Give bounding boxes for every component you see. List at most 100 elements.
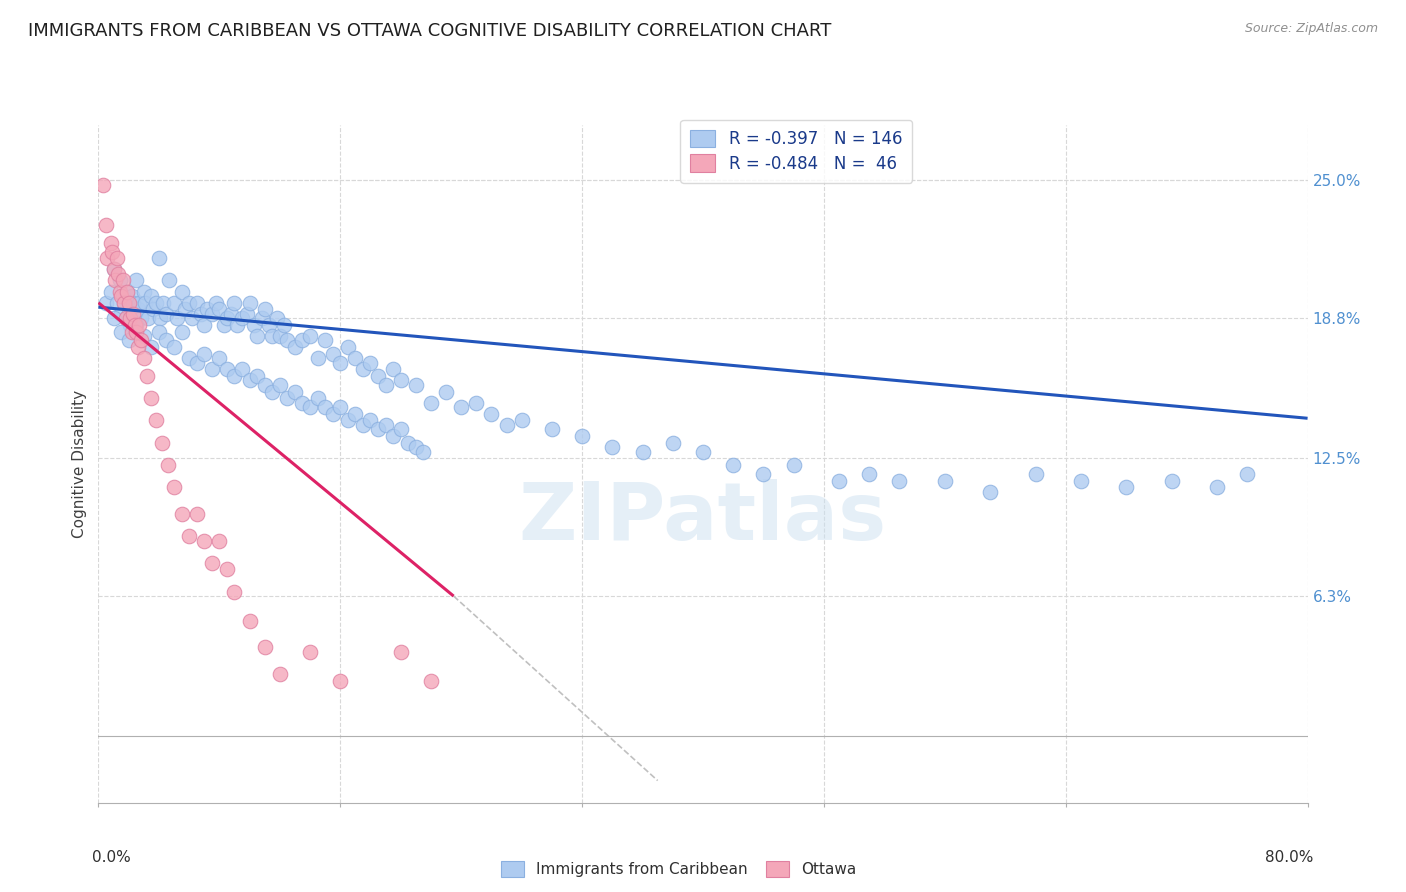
Point bbox=[367, 369, 389, 384]
Point bbox=[284, 384, 307, 399]
Point bbox=[495, 417, 517, 432]
Point bbox=[208, 533, 231, 548]
Point bbox=[246, 329, 269, 343]
Point bbox=[108, 273, 131, 287]
Point bbox=[269, 378, 291, 392]
Point bbox=[367, 422, 389, 436]
Point bbox=[262, 384, 284, 399]
Point bbox=[257, 318, 280, 332]
Point bbox=[231, 311, 253, 326]
Point bbox=[246, 369, 269, 384]
Point bbox=[135, 369, 157, 384]
Point bbox=[163, 480, 186, 494]
Point bbox=[239, 614, 262, 628]
Point bbox=[269, 329, 291, 343]
Point bbox=[129, 334, 152, 348]
Point bbox=[110, 289, 132, 303]
Point bbox=[224, 584, 246, 599]
Point bbox=[221, 307, 243, 321]
Point bbox=[329, 673, 352, 688]
Point bbox=[152, 295, 174, 310]
Point bbox=[382, 362, 405, 376]
Point bbox=[105, 252, 128, 266]
Point bbox=[122, 295, 145, 310]
Point bbox=[934, 474, 956, 488]
Point bbox=[329, 356, 352, 370]
Point bbox=[186, 356, 208, 370]
Point bbox=[307, 351, 329, 366]
Point bbox=[465, 395, 488, 409]
Point bbox=[329, 400, 352, 414]
Point bbox=[149, 311, 172, 326]
Point bbox=[179, 529, 201, 543]
Point bbox=[179, 295, 201, 310]
Point bbox=[142, 302, 165, 317]
Point bbox=[125, 273, 148, 287]
Point bbox=[201, 307, 224, 321]
Point bbox=[360, 413, 382, 427]
Text: IMMIGRANTS FROM CARIBBEAN VS OTTAWA COGNITIVE DISABILITY CORRELATION CHART: IMMIGRANTS FROM CARIBBEAN VS OTTAWA COGN… bbox=[28, 22, 831, 40]
Point bbox=[273, 318, 295, 332]
Point bbox=[1236, 467, 1258, 481]
Point bbox=[481, 407, 503, 421]
Point bbox=[889, 474, 911, 488]
Point bbox=[299, 645, 322, 659]
Point bbox=[111, 273, 134, 287]
Point bbox=[1160, 474, 1182, 488]
Point bbox=[134, 295, 156, 310]
Point bbox=[322, 347, 344, 361]
Point bbox=[979, 484, 1001, 499]
Point bbox=[155, 307, 177, 321]
Point bbox=[127, 340, 149, 354]
Point bbox=[360, 356, 382, 370]
Point bbox=[118, 302, 141, 317]
Point bbox=[110, 325, 132, 339]
Point bbox=[201, 362, 224, 376]
Point bbox=[150, 435, 173, 450]
Point bbox=[396, 435, 419, 450]
Point bbox=[195, 302, 218, 317]
Point bbox=[344, 351, 367, 366]
Point bbox=[284, 340, 307, 354]
Point bbox=[104, 273, 127, 287]
Point bbox=[179, 351, 201, 366]
Point bbox=[1070, 474, 1092, 488]
Point bbox=[148, 325, 170, 339]
Point bbox=[412, 444, 434, 458]
Point bbox=[112, 295, 135, 310]
Point bbox=[224, 369, 246, 384]
Point bbox=[141, 289, 163, 303]
Point bbox=[120, 318, 142, 332]
Point bbox=[692, 444, 714, 458]
Text: 0.0%: 0.0% bbox=[93, 850, 131, 865]
Point bbox=[1206, 480, 1229, 494]
Point bbox=[112, 295, 135, 310]
Point bbox=[141, 391, 163, 405]
Point bbox=[510, 413, 533, 427]
Point bbox=[374, 417, 396, 432]
Point bbox=[631, 444, 654, 458]
Point bbox=[166, 311, 188, 326]
Point bbox=[344, 407, 367, 421]
Point bbox=[136, 311, 159, 326]
Point bbox=[1115, 480, 1137, 494]
Point bbox=[276, 391, 298, 405]
Point bbox=[662, 435, 685, 450]
Legend: Immigrants from Caribbean, Ottawa: Immigrants from Caribbean, Ottawa bbox=[495, 855, 863, 883]
Point bbox=[571, 429, 593, 443]
Point bbox=[128, 295, 150, 310]
Point bbox=[602, 440, 624, 454]
Point bbox=[96, 252, 118, 266]
Point bbox=[752, 467, 775, 481]
Point bbox=[239, 295, 262, 310]
Point bbox=[212, 318, 235, 332]
Point bbox=[208, 351, 231, 366]
Point bbox=[170, 325, 193, 339]
Point bbox=[115, 285, 138, 299]
Point bbox=[336, 340, 359, 354]
Point bbox=[111, 289, 134, 303]
Point bbox=[181, 311, 204, 326]
Point bbox=[101, 244, 124, 259]
Point bbox=[118, 334, 141, 348]
Point bbox=[103, 262, 125, 277]
